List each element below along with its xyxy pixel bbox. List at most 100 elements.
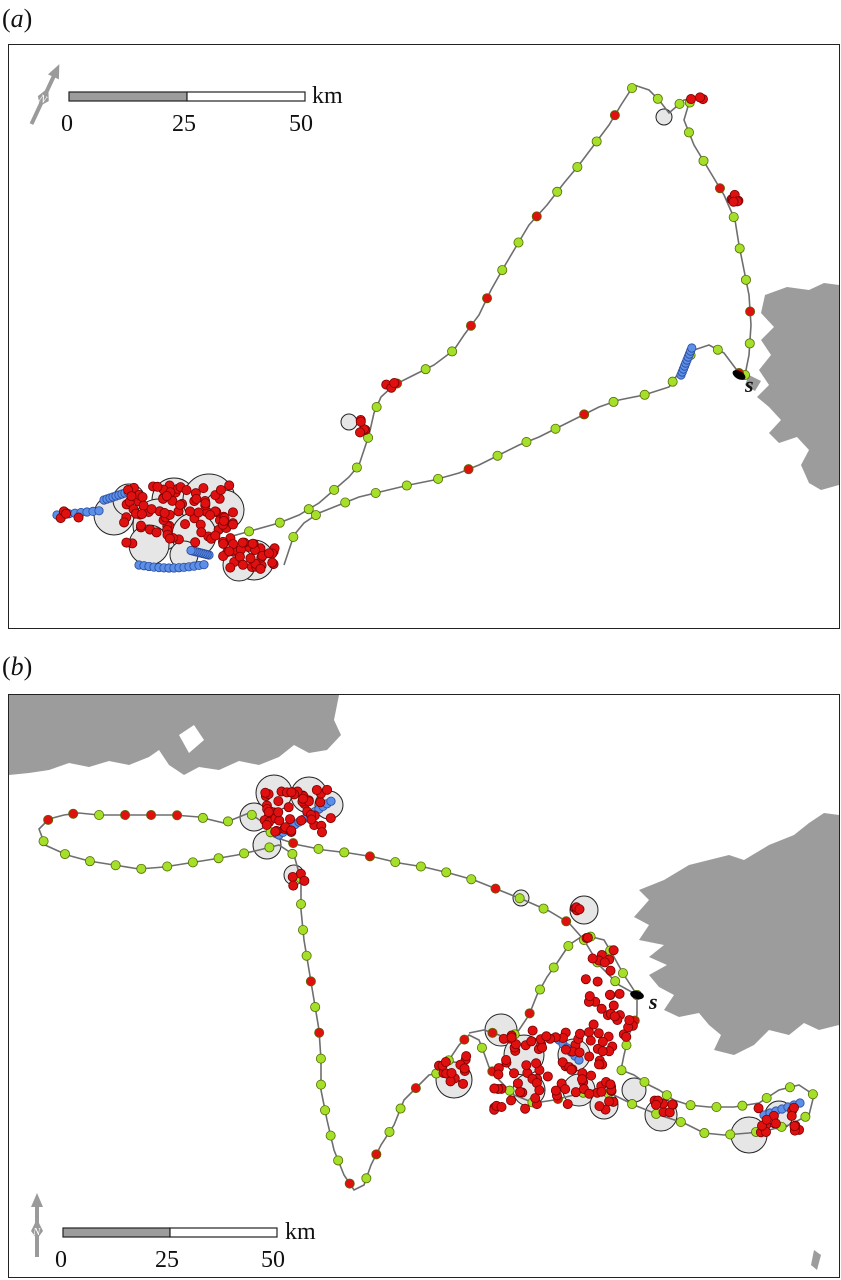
foraging-point bbox=[609, 1011, 620, 1022]
transit-point bbox=[371, 402, 382, 413]
transit-point bbox=[420, 364, 431, 375]
map-a-canvas[interactable]: s N km 0 25 50 bbox=[9, 45, 839, 628]
transit-point bbox=[711, 1101, 722, 1112]
transit-point bbox=[667, 376, 678, 387]
transit-point bbox=[563, 940, 574, 951]
map-panel-b[interactable]: s N km 0 25 50 bbox=[8, 694, 840, 1278]
foraging-point bbox=[651, 1099, 662, 1110]
foraging-point bbox=[126, 491, 137, 502]
transit-point bbox=[361, 1173, 372, 1184]
transit-point bbox=[466, 874, 477, 885]
foraging-point bbox=[561, 916, 572, 927]
foraging-point bbox=[255, 563, 266, 574]
track-line-b-north-loop bbox=[38, 812, 638, 1192]
transit-point bbox=[621, 1040, 632, 1051]
foraging-point bbox=[136, 509, 147, 520]
transit-point bbox=[339, 847, 350, 858]
foraging-point bbox=[482, 293, 493, 304]
foraging-point bbox=[137, 492, 148, 503]
foraging-point bbox=[267, 557, 278, 568]
foraging-point bbox=[531, 1058, 542, 1069]
foraging-point bbox=[210, 530, 221, 541]
foraging-point bbox=[161, 491, 172, 502]
foraging-point bbox=[263, 806, 274, 817]
scale-tick-a-25: 25 bbox=[172, 111, 196, 137]
foraging-point bbox=[786, 1110, 797, 1121]
foraging-point bbox=[512, 1078, 523, 1089]
transit-point bbox=[244, 526, 255, 537]
transit-point bbox=[329, 484, 340, 495]
foraging-point bbox=[306, 814, 317, 825]
foraging-point bbox=[247, 538, 258, 549]
foraging-point bbox=[465, 320, 476, 331]
foraging-point bbox=[389, 378, 400, 389]
foraging-point bbox=[515, 1086, 526, 1097]
foraging-point bbox=[135, 520, 146, 531]
foraging-point bbox=[605, 1079, 616, 1090]
foraging-point bbox=[608, 1000, 619, 1011]
foraging-point bbox=[579, 409, 590, 420]
foraging-point bbox=[586, 1070, 597, 1081]
foraging-point bbox=[68, 808, 79, 819]
foraging-point bbox=[193, 507, 204, 518]
foraging-point bbox=[270, 826, 281, 837]
map-panel-a[interactable]: s N km 0 25 50 bbox=[8, 44, 840, 629]
transit-point bbox=[744, 338, 755, 349]
scale-unit-b: km bbox=[285, 1219, 316, 1245]
transit-point bbox=[246, 809, 257, 820]
transit-point bbox=[94, 810, 105, 821]
foraging-point bbox=[43, 814, 54, 825]
foraging-point bbox=[788, 1102, 799, 1113]
transit-point bbox=[447, 346, 458, 357]
transit-point bbox=[807, 1089, 818, 1100]
transit-point bbox=[287, 848, 298, 859]
foraging-point bbox=[285, 814, 296, 825]
foraging-point bbox=[344, 1178, 355, 1189]
transit-point bbox=[591, 136, 602, 147]
foraging-point bbox=[410, 1083, 421, 1094]
transit-point bbox=[441, 867, 452, 878]
transit-point bbox=[38, 836, 49, 847]
foraging-point bbox=[314, 1027, 325, 1038]
foraging-point bbox=[580, 974, 591, 985]
foraging-point bbox=[596, 1086, 607, 1097]
foraging-point bbox=[489, 1083, 500, 1094]
foraging-point bbox=[299, 875, 310, 886]
transit-point bbox=[784, 1082, 795, 1093]
foraging-point bbox=[151, 527, 162, 538]
transit-point bbox=[538, 903, 549, 914]
foraging-point bbox=[325, 813, 336, 824]
resting-point bbox=[326, 796, 336, 806]
track-line-a-outbound bbox=[228, 84, 752, 538]
foraging-point bbox=[521, 1060, 532, 1071]
foraging-point bbox=[218, 538, 229, 549]
foraging-point bbox=[624, 1015, 635, 1026]
transit-point bbox=[550, 423, 561, 434]
scale-tick-b-25: 25 bbox=[155, 1247, 179, 1273]
transit-point bbox=[340, 497, 351, 508]
colony-marker-b bbox=[630, 990, 644, 1000]
foraging-point bbox=[172, 810, 183, 821]
foraging-point bbox=[575, 1028, 586, 1039]
foraging-point bbox=[686, 94, 697, 105]
transit-point bbox=[333, 1155, 344, 1166]
foraging-point bbox=[459, 1063, 470, 1074]
foraging-point bbox=[526, 1036, 537, 1047]
foraging-point bbox=[287, 871, 298, 882]
foraging-point bbox=[191, 493, 202, 504]
foraging-point bbox=[609, 110, 620, 121]
transit-point bbox=[683, 127, 694, 138]
area-circle bbox=[340, 413, 358, 431]
foraging-point bbox=[146, 504, 157, 515]
transit-point bbox=[725, 1129, 736, 1140]
map-b-canvas[interactable]: s N km 0 25 50 bbox=[9, 695, 839, 1277]
foraging-point bbox=[440, 1056, 451, 1067]
foraging-point bbox=[524, 1008, 535, 1019]
foraging-point bbox=[594, 1101, 605, 1112]
foraging-point bbox=[761, 1114, 772, 1125]
scale-unit-a: km bbox=[312, 83, 343, 109]
foraging-point bbox=[588, 1019, 599, 1030]
panel-b-label: (b) bbox=[2, 652, 33, 681]
transit-point bbox=[136, 863, 147, 874]
north-arrow-b: N bbox=[31, 1193, 43, 1257]
